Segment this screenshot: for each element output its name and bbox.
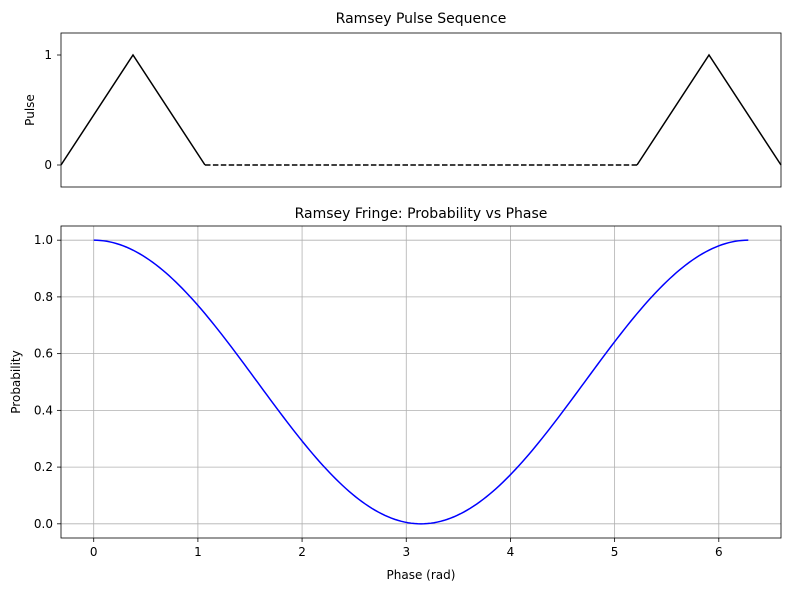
pulse-segment-2 bbox=[636, 53, 782, 166]
fringe-x-tick-2: 2 bbox=[298, 545, 306, 559]
fringe-x-tick-4: 4 bbox=[507, 545, 515, 559]
fringe-x-tick-0: 0 bbox=[90, 545, 98, 559]
fringe-curve bbox=[93, 239, 749, 525]
fringe-grid bbox=[61, 226, 781, 538]
fringe-y-tick-1.0: 1.0 bbox=[34, 233, 53, 247]
pulse-subplot: Ramsey Pulse Sequence 1 0 Pulse bbox=[23, 11, 782, 188]
pulse-y-tick-1: 1 bbox=[44, 48, 52, 62]
fringe-x-tick-5: 5 bbox=[611, 545, 619, 559]
pulse-lines bbox=[60, 53, 782, 166]
pulse-segment-0 bbox=[60, 53, 206, 166]
fringe-xlabel: Phase (rad) bbox=[387, 568, 456, 582]
fringe-subplot: Ramsey Fringe: Probability vs Phase 0 1 2 3… bbox=[9, 206, 782, 582]
pulse-ylabel: Pulse bbox=[23, 94, 37, 126]
fringe-ticks: 0 1 2 3 4 5 6 0.0 0.2 0.4 0.6 0.8 1.0 bbox=[34, 233, 723, 559]
fringe-x-tick-1: 1 bbox=[194, 545, 202, 559]
fringe-x-tick-3: 3 bbox=[402, 545, 410, 559]
pulse-y-tick-0: 0 bbox=[44, 158, 52, 172]
fringe-title: Ramsey Fringe: Probability vs Phase bbox=[295, 206, 548, 222]
pulse-axes-frame bbox=[60, 32, 782, 188]
pulse-title: Ramsey Pulse Sequence bbox=[336, 11, 507, 27]
fringe-y-tick-0.4: 0.4 bbox=[34, 403, 53, 417]
fringe-ylabel: Probability bbox=[9, 350, 23, 413]
fringe-x-tick-6: 6 bbox=[715, 545, 723, 559]
fringe-y-tick-0.6: 0.6 bbox=[34, 347, 53, 361]
pulse-y-ticks: 1 0 bbox=[44, 48, 61, 172]
fringe-y-tick-0.8: 0.8 bbox=[34, 290, 53, 304]
fringe-y-tick-0.2: 0.2 bbox=[34, 460, 53, 474]
fringe-axes-frame bbox=[60, 225, 782, 539]
fringe-y-tick-0.0: 0.0 bbox=[34, 517, 53, 531]
